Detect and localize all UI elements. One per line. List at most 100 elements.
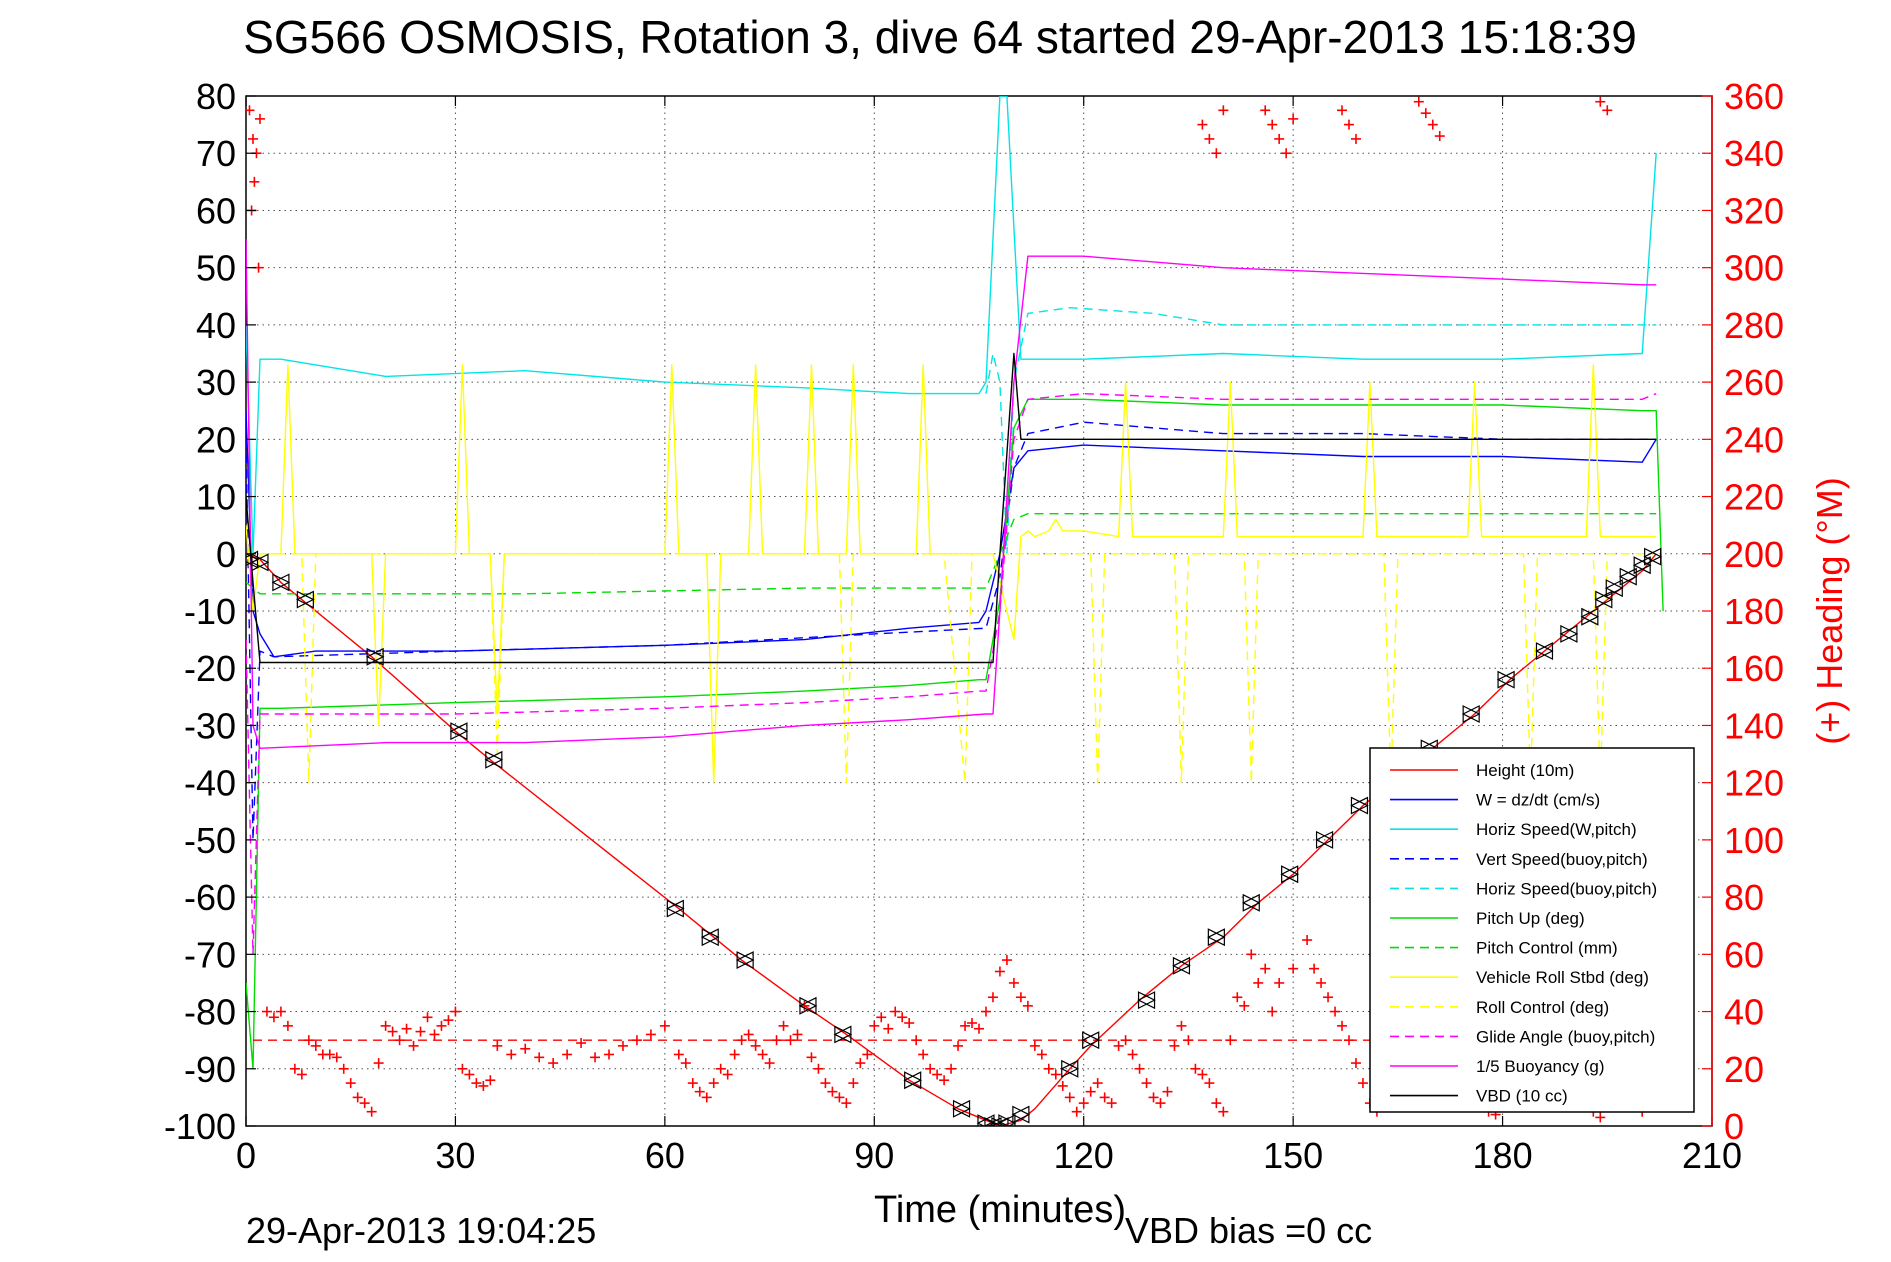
heading-point — [743, 1029, 754, 1040]
dive-marker-left — [271, 573, 290, 592]
marker-layer — [246, 547, 1663, 1126]
dive-marker-left — [700, 928, 719, 947]
heading-point — [792, 1029, 803, 1040]
y-left-tick-label: -30 — [184, 705, 236, 746]
heading-point — [576, 1038, 587, 1049]
dive-marker — [295, 590, 315, 609]
heading-point — [1357, 1078, 1368, 1089]
y-left-tick-label: 0 — [216, 534, 236, 575]
heading-point — [974, 1023, 984, 1034]
heading-point — [946, 1063, 957, 1074]
dive-marker-left — [1060, 1059, 1079, 1078]
heading-point — [520, 1043, 531, 1054]
dive-marker-left — [1632, 556, 1651, 575]
heading-point — [506, 1049, 517, 1060]
heading-point — [1434, 131, 1445, 142]
dive-marker — [1559, 624, 1579, 643]
legend-label-vert_buoy: Vert Speed(buoy,pitch) — [1476, 850, 1648, 869]
heading-point — [415, 1026, 426, 1037]
heading-point — [1197, 119, 1208, 130]
dive-marker-left — [295, 590, 314, 609]
dive-marker-left — [903, 1071, 922, 1090]
y-left-tick-label: 40 — [196, 305, 236, 346]
heading-point — [1427, 119, 1438, 130]
heading-point — [953, 1040, 964, 1051]
dive-marker — [997, 1114, 1017, 1126]
dive-marker-right — [701, 928, 720, 947]
heading-point — [429, 1029, 440, 1040]
heading-point — [1092, 1078, 1103, 1089]
dive-marker-left — [484, 750, 503, 769]
dive-marker — [1137, 991, 1156, 1010]
series-roll_ctrl — [246, 553, 1657, 784]
heading-point — [1029, 1040, 1040, 1051]
series-pitch_ctrl — [246, 513, 1657, 595]
series-height — [246, 553, 1657, 1126]
heading-point — [1420, 108, 1431, 119]
heading-point — [1260, 105, 1271, 116]
heading-point — [310, 1040, 321, 1051]
heading-point — [450, 1006, 461, 1017]
dive-marker — [1315, 830, 1334, 849]
heading-point — [897, 1012, 908, 1023]
y-left-tick-label: -90 — [184, 1049, 236, 1090]
heading-point — [275, 1006, 286, 1017]
chart-title: SG566 OSMOSIS, Rotation 3, dive 64 start… — [243, 11, 1637, 63]
dive-marker-left — [1535, 642, 1554, 661]
heading-point — [338, 1063, 349, 1074]
heading-point — [750, 1040, 761, 1051]
heading-point — [890, 1006, 901, 1017]
heading-point — [715, 1063, 726, 1074]
heading-point — [289, 1063, 300, 1074]
dive-marker — [833, 1025, 853, 1044]
dive-marker — [1461, 705, 1481, 723]
heading-point — [876, 1012, 887, 1023]
heading-point — [1330, 1006, 1341, 1017]
dive-marker-left — [449, 722, 468, 741]
heading-point — [820, 1078, 831, 1089]
heading-point — [1120, 1035, 1131, 1046]
heading-point — [282, 1020, 293, 1031]
y-right-axis-label: (+) Heading (°M) — [1809, 477, 1850, 744]
dive-marker — [1632, 556, 1652, 575]
heading-point — [1413, 96, 1424, 107]
heading-point — [736, 1035, 747, 1046]
heading-point — [904, 1018, 915, 1028]
heading-point — [548, 1058, 559, 1069]
heading-point — [590, 1052, 601, 1063]
x-tick-label: 0 — [236, 1135, 256, 1176]
heading-point — [1595, 1112, 1606, 1123]
heading-point — [324, 1049, 335, 1060]
y-right-tick-label: 120 — [1724, 763, 1784, 804]
y-right-tick-label: 20 — [1724, 1049, 1764, 1090]
legend-label-pitch: Pitch Up (deg) — [1476, 909, 1585, 928]
dive-marker-left — [1241, 893, 1260, 912]
heading-point — [925, 1063, 936, 1074]
y-right-tick-label: 220 — [1724, 477, 1784, 518]
heading-point — [1218, 105, 1229, 116]
y-right-tick-label: 200 — [1724, 534, 1784, 575]
y-left-tick-label: 10 — [196, 477, 236, 518]
x-tick-label: 90 — [854, 1135, 894, 1176]
heading-point — [764, 1058, 775, 1069]
heading-point — [1232, 992, 1243, 1003]
heading-point — [1267, 119, 1278, 130]
footer-timestamp: 29-Apr-2013 19:04:25 — [246, 1210, 596, 1251]
heading-point — [1595, 96, 1606, 107]
heading-point — [694, 1086, 705, 1097]
heading-point — [1169, 1040, 1180, 1051]
heading-point — [485, 1075, 496, 1086]
heading-point — [457, 1063, 468, 1074]
y-left-tick-label: -100 — [164, 1106, 236, 1147]
dive-marker-left — [1496, 670, 1515, 689]
heading-point — [855, 1058, 866, 1069]
heading-point — [422, 1012, 433, 1023]
dive-marker — [700, 928, 720, 947]
heading-point — [1106, 1098, 1117, 1109]
heading-point — [249, 176, 260, 187]
legend-label-horiz_w: Horiz Speed(W,pitch) — [1476, 820, 1637, 839]
dive-marker-left — [1580, 607, 1599, 626]
dive-marker-left — [1604, 579, 1623, 598]
dive-marker-left — [997, 1114, 1016, 1126]
heading-point — [387, 1026, 398, 1037]
